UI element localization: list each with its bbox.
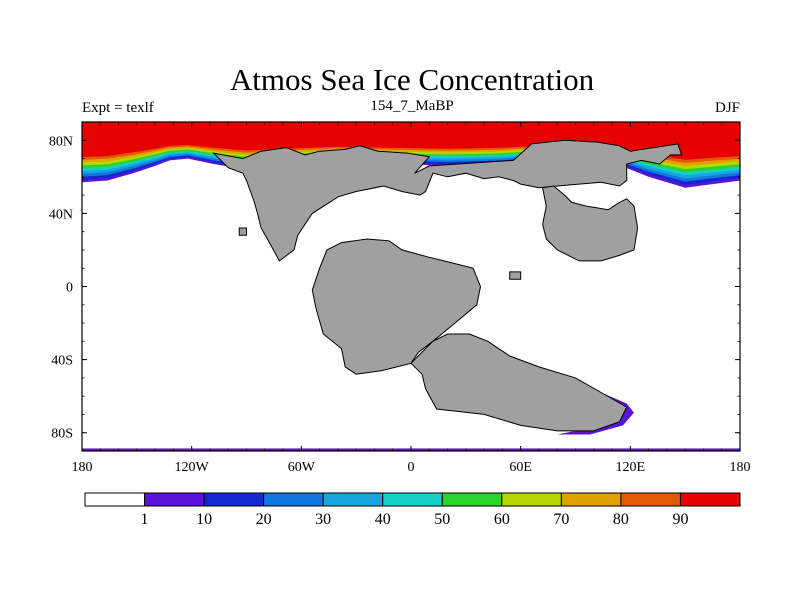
colorbar-label: 10 — [196, 511, 212, 528]
colorbar-label: 20 — [256, 511, 272, 528]
x-tick-label: 60W — [288, 460, 316, 475]
colorbar-box-8 — [560, 492, 622, 507]
ice-band-north-10 — [82, 122, 740, 160]
x-tick-label: 60E — [509, 460, 532, 475]
x-tick-label: 120W — [175, 460, 210, 475]
colorbar-label: 30 — [315, 511, 331, 528]
y-tick-label: 80N — [49, 134, 73, 149]
land-layer — [212, 139, 683, 432]
x-tick-label: 180 — [72, 460, 93, 475]
season-label: DJF — [715, 100, 740, 116]
colorbar-box-9 — [620, 492, 681, 507]
colorbar: 1 10 20 30 40 50 60 70 80 90 — [84, 492, 741, 528]
map-panel — [82, 122, 740, 451]
colorbar-label: 60 — [494, 511, 510, 528]
x-tick-label: 0 — [408, 460, 415, 475]
colorbar-box-3 — [263, 492, 324, 507]
colorbar-label: 80 — [613, 511, 629, 528]
x-tick-label: 120E — [616, 460, 646, 475]
colorbar-label: 40 — [375, 511, 391, 528]
land-small-island-2 — [509, 271, 522, 280]
land-small-island-1 — [238, 227, 247, 236]
colorbar-box-10 — [679, 492, 741, 507]
land-laurasia-east — [542, 185, 639, 262]
land-gondwana-east — [410, 333, 628, 432]
y-tick-label: 0 — [66, 281, 73, 296]
plot-title: Atmos Sea Ice Concentration — [230, 62, 595, 97]
colorbar-label: 90 — [672, 511, 688, 528]
experiment-label: Expt = texlf — [82, 100, 154, 116]
colorbar-box-0 — [84, 492, 146, 507]
y-tick-label: 80S — [51, 427, 73, 442]
land-laurasia-north — [212, 139, 683, 262]
colorbar-label: 70 — [553, 511, 569, 528]
colorbar-box-5 — [382, 492, 443, 507]
colorbar-box-4 — [322, 492, 384, 507]
period-label: 154_7_MaBP — [370, 98, 453, 114]
colorbar-box-1 — [144, 492, 205, 507]
colorbar-box-6 — [441, 492, 503, 507]
axis-ticks: 180 120W 60W 0 60E 120E 180 80N 40N 0 40S 80S — [49, 121, 751, 475]
colorbar-label: 50 — [434, 511, 450, 528]
colorbar-box-7 — [501, 492, 562, 507]
y-tick-label: 40S — [51, 354, 73, 369]
colorbar-box-2 — [203, 492, 265, 507]
x-tick-label: 180 — [730, 460, 751, 475]
colorbar-label: 1 — [141, 511, 149, 528]
y-tick-label: 40N — [49, 207, 73, 222]
